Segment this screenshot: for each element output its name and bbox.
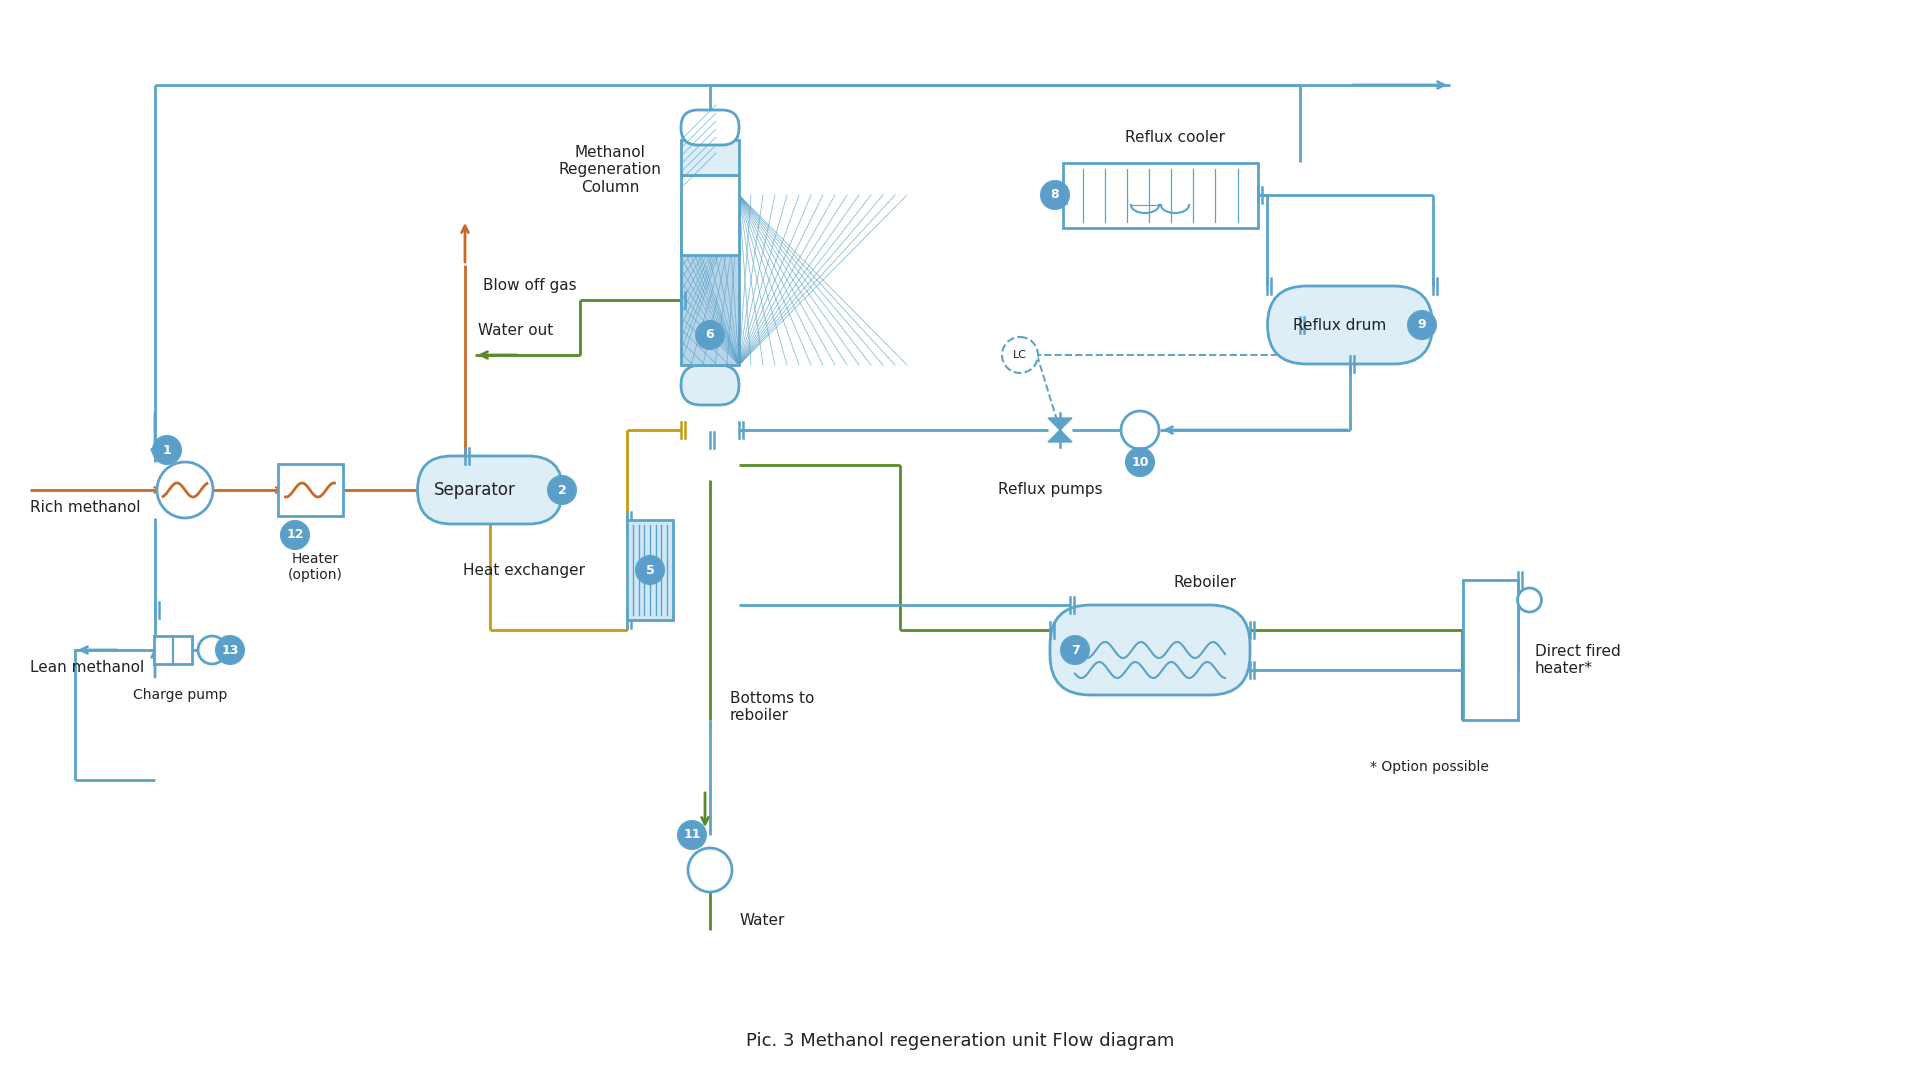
Text: Reflux cooler: Reflux cooler [1125, 130, 1225, 145]
Text: Methanol
Regeneration
Column: Methanol Regeneration Column [559, 145, 660, 194]
Text: 11: 11 [684, 828, 701, 841]
Text: Heater
(option): Heater (option) [288, 552, 342, 582]
Text: Reflux pumps: Reflux pumps [998, 482, 1102, 497]
Circle shape [1407, 311, 1436, 339]
Circle shape [687, 848, 732, 892]
Text: Direct fired
heater*: Direct fired heater* [1534, 644, 1620, 676]
Circle shape [1062, 636, 1089, 664]
Bar [628, 519, 674, 620]
Text: 8: 8 [1050, 189, 1060, 202]
Text: 2: 2 [557, 484, 566, 497]
Text: Charge pump: Charge pump [132, 688, 227, 702]
Text: Reboiler: Reboiler [1173, 575, 1236, 590]
FancyBboxPatch shape [278, 464, 342, 516]
Circle shape [636, 556, 664, 584]
Polygon shape [1048, 418, 1071, 442]
Text: LC: LC [1014, 350, 1027, 360]
Circle shape [198, 636, 227, 664]
Circle shape [1002, 337, 1039, 373]
Text: Bottoms to
reboiler: Bottoms to reboiler [730, 690, 814, 723]
Circle shape [695, 321, 724, 349]
Text: Heat exchanger: Heat exchanger [463, 563, 586, 578]
Circle shape [1125, 448, 1154, 476]
Circle shape [280, 521, 309, 549]
Text: 10: 10 [1131, 456, 1148, 469]
Text: 12: 12 [286, 528, 303, 541]
Bar [682, 195, 739, 365]
Circle shape [1121, 411, 1160, 449]
Text: * Option possible: * Option possible [1371, 760, 1488, 774]
FancyBboxPatch shape [682, 110, 739, 145]
Bar [1062, 162, 1258, 228]
Text: Separator: Separator [434, 481, 516, 499]
FancyBboxPatch shape [1050, 605, 1250, 696]
Text: Reflux drum: Reflux drum [1294, 318, 1386, 333]
Text: Blow off gas: Blow off gas [484, 278, 576, 293]
Circle shape [154, 436, 180, 464]
Circle shape [215, 636, 244, 664]
Bar [682, 175, 739, 255]
Text: 9: 9 [1417, 319, 1427, 332]
Text: Lean methanol: Lean methanol [31, 660, 144, 675]
Text: 1: 1 [163, 444, 171, 457]
FancyBboxPatch shape [1267, 286, 1432, 364]
Circle shape [678, 821, 707, 849]
Text: Water: Water [739, 913, 785, 928]
Circle shape [157, 462, 213, 518]
FancyBboxPatch shape [417, 456, 563, 524]
Text: Pic. 3 Methanol regeneration unit Flow diagram: Pic. 3 Methanol regeneration unit Flow d… [745, 1032, 1175, 1050]
Text: Rich methanol: Rich methanol [31, 500, 140, 515]
FancyBboxPatch shape [682, 365, 739, 405]
Circle shape [1517, 588, 1542, 612]
Bar [682, 140, 739, 175]
Text: Water out: Water out [478, 323, 553, 338]
Bar [154, 636, 192, 664]
Text: 13: 13 [221, 644, 238, 657]
Text: 6: 6 [707, 328, 714, 341]
Text: 7: 7 [1071, 644, 1079, 657]
Circle shape [547, 476, 576, 504]
Circle shape [1041, 181, 1069, 210]
Text: 5: 5 [645, 564, 655, 577]
Bar [1463, 580, 1517, 720]
